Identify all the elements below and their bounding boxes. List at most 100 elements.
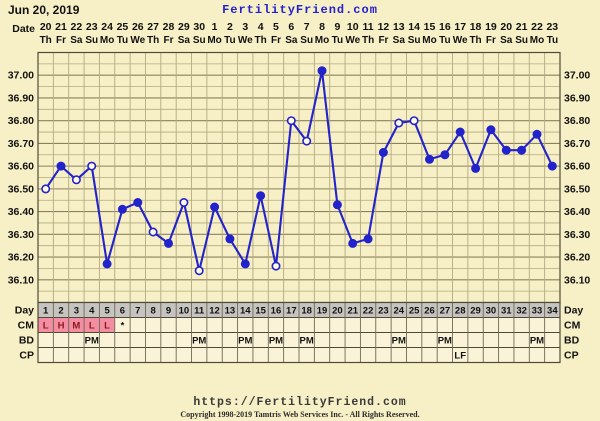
weekday-cell: Su — [193, 35, 206, 46]
weekday-cell: Tu — [224, 35, 235, 46]
temp-point-filled — [471, 163, 481, 173]
weekday-cell: Fr — [56, 35, 66, 46]
date-cell: 17 — [454, 21, 466, 33]
row-label-right-cp: CP — [564, 350, 579, 362]
row-label-right-cm: CM — [564, 320, 581, 332]
date-cell: 28 — [163, 21, 175, 33]
day-cell: 4 — [89, 306, 95, 317]
weekday-cell: Th — [362, 35, 374, 46]
day-cell: 13 — [225, 306, 236, 317]
temp-point-filled — [517, 145, 527, 155]
weekday-cell: Sa — [178, 35, 191, 46]
site-title-link[interactable]: FertilityFriend.com — [222, 3, 378, 17]
weekday-cell: Sa — [285, 35, 298, 46]
day-cell: 2 — [58, 306, 63, 317]
bd-cell: PM — [438, 336, 452, 347]
temp-point-filled — [532, 129, 542, 139]
temp-point-filled — [547, 161, 557, 171]
y-axis-label-left: 36.40 — [8, 206, 34, 218]
date-cell: 9 — [334, 21, 340, 33]
weekday-cell: We — [238, 35, 253, 46]
weekday-cell: Mo — [100, 35, 114, 46]
temp-point-filled — [501, 145, 511, 155]
day-cell: 6 — [120, 306, 125, 317]
bd-cell: PM — [238, 336, 252, 347]
y-axis-label-right: 36.90 — [564, 92, 590, 104]
date-cell: 1 — [212, 21, 218, 33]
date-cell: 8 — [319, 21, 325, 33]
date-cell: 15 — [424, 21, 436, 33]
weekday-cell: Tu — [332, 35, 343, 46]
temp-point-filled — [440, 150, 450, 160]
date-cell: 22 — [531, 21, 543, 33]
temp-point-open — [41, 184, 51, 194]
date-cell: 23 — [546, 21, 558, 33]
date-cell: 20 — [500, 21, 512, 33]
day-cell: 31 — [501, 306, 512, 317]
y-axis-label-left: 36.10 — [8, 274, 34, 286]
day-cell: 29 — [470, 306, 481, 317]
y-axis-label-right: 36.50 — [564, 183, 590, 195]
footer-url-link[interactable]: https://FertilityFriend.com — [193, 396, 407, 409]
day-cell: 21 — [347, 306, 358, 317]
weekday-cell: Su — [515, 35, 528, 46]
y-axis-label-left: 36.30 — [8, 229, 34, 241]
temp-point-open — [286, 116, 296, 126]
date-cell: 11 — [363, 21, 374, 33]
date-cell: 27 — [147, 21, 159, 33]
day-cell: 19 — [317, 306, 328, 317]
temp-point-filled — [210, 202, 220, 212]
day-cell: 28 — [455, 306, 466, 317]
weekday-cell: Th — [40, 35, 52, 46]
day-cell: 15 — [255, 306, 266, 317]
day-cell: 16 — [271, 306, 282, 317]
menses-cell-background — [84, 317, 100, 333]
chart-date: Jun 20, 2019 — [8, 3, 80, 17]
row-label-left-cm: CM — [18, 320, 35, 332]
weekday-cell: Sa — [500, 35, 513, 46]
weekday-cell: Su — [300, 35, 313, 46]
temp-point-filled — [102, 259, 112, 269]
bd-cell: PM — [269, 336, 283, 347]
weekday-cell: Th — [469, 35, 481, 46]
weekday-cell: We — [345, 35, 360, 46]
temp-point-filled — [256, 191, 266, 201]
copyright-text: Copyright 1998-2019 Tamtris Web Services… — [180, 410, 420, 419]
bd-cell: PM — [392, 336, 406, 347]
menses-cell-background — [99, 317, 115, 333]
menses-cell-background — [53, 317, 69, 333]
temp-point-filled — [455, 127, 465, 137]
temp-point-filled — [240, 259, 250, 269]
date-cell: 2 — [227, 21, 233, 33]
cm-cell: L — [43, 321, 49, 332]
date-cell: 18 — [470, 21, 482, 33]
temp-point-open — [394, 118, 404, 128]
row-label-left-bd: BD — [19, 335, 35, 347]
weekday-cell: Th — [255, 35, 267, 46]
day-cell: 24 — [394, 306, 405, 317]
date-cell: 20 — [40, 21, 52, 33]
cm-cell: L — [89, 321, 95, 332]
day-cell: 33 — [532, 306, 543, 317]
day-cell: 14 — [240, 306, 251, 317]
y-axis-label-left: 37.00 — [8, 70, 34, 82]
date-cell: 14 — [408, 21, 420, 33]
weekday-cell: Su — [408, 35, 421, 46]
date-cell: 6 — [288, 21, 294, 33]
temp-point-open — [271, 261, 281, 271]
weekday-cell: Mo — [207, 35, 221, 46]
temp-point-open — [71, 175, 81, 185]
menses-cell-background — [38, 317, 54, 333]
date-cell: 7 — [304, 21, 310, 33]
bd-cell: PM — [192, 336, 206, 347]
weekday-cell: Fr — [378, 35, 388, 46]
temp-point-filled — [133, 198, 143, 208]
cm-cell: * — [121, 321, 125, 332]
day-cell: 20 — [332, 306, 343, 317]
y-axis-label-right: 36.40 — [564, 206, 590, 218]
date-cell: 26 — [132, 21, 144, 33]
weekday-cell: We — [453, 35, 468, 46]
cm-cell: L — [104, 321, 110, 332]
temp-point-filled — [348, 238, 358, 248]
